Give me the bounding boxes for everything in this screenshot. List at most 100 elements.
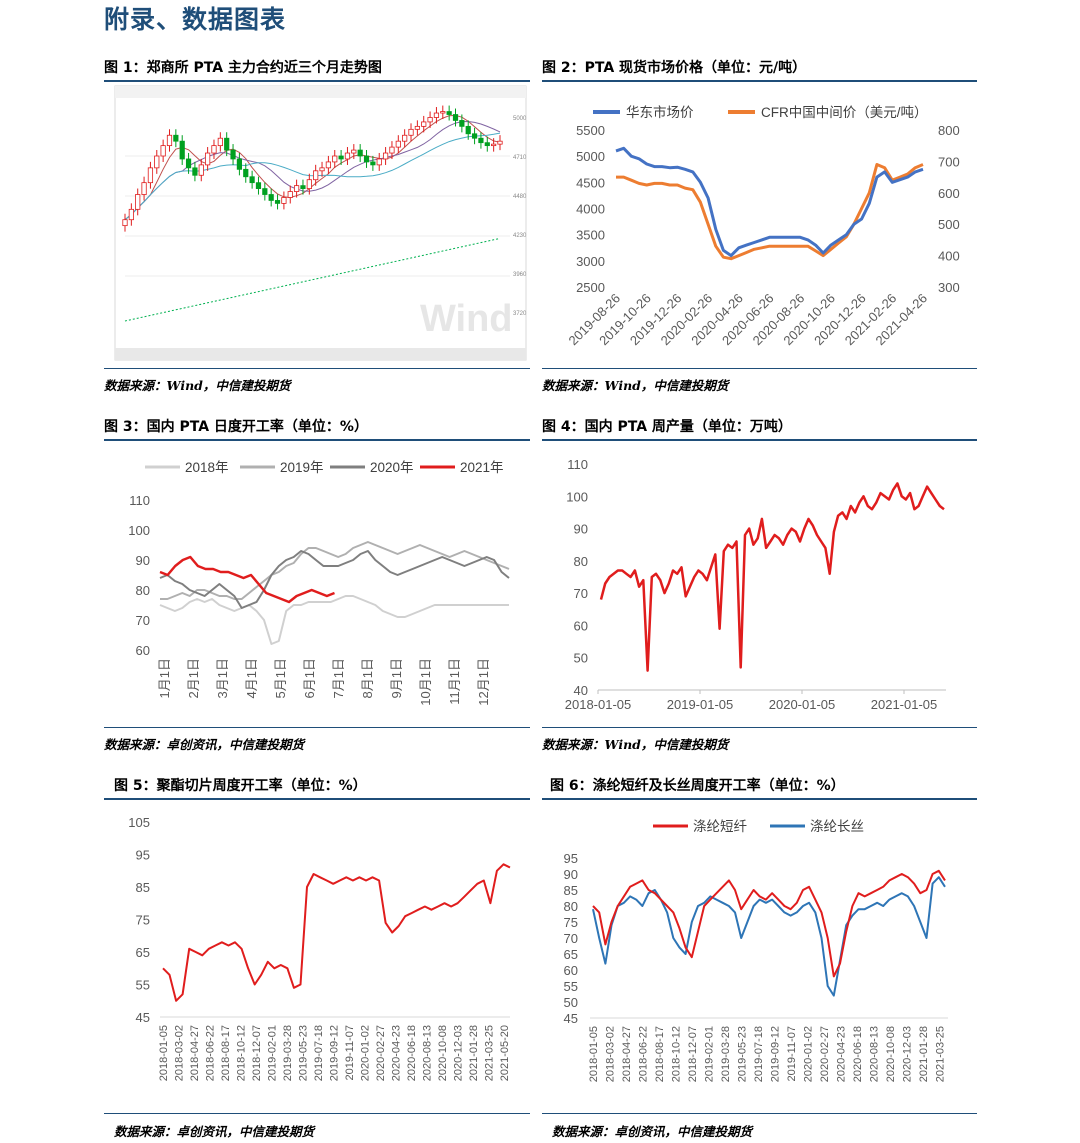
x-tick-label: 2020-01-02	[803, 1026, 815, 1082]
figure-3-title: 图 3：国内 PTA 日度开工率（单位：%）	[104, 419, 368, 435]
candle	[198, 164, 204, 176]
candle	[325, 161, 331, 169]
x-tick-label: 2020-08-13	[869, 1026, 881, 1082]
candle	[313, 170, 319, 181]
y-left-tick-label: 3000	[576, 254, 605, 269]
candle	[497, 140, 503, 145]
price-axis-label: 3960	[513, 272, 527, 278]
figure-6-title: 图 6：涤纶短纤及长丝周度开工率（单位：%）	[550, 778, 845, 794]
figure-3-rule	[104, 439, 530, 441]
x-tick-label: 2021-03-25	[484, 1025, 496, 1081]
y-tick-label: 50	[574, 651, 588, 666]
y-tick-label: 70	[574, 586, 588, 601]
legend-label: 2020年	[370, 460, 414, 475]
x-tick-label: 2018-03-02	[605, 1026, 617, 1082]
series-line	[599, 482, 945, 672]
candle	[408, 128, 414, 136]
candle	[160, 145, 166, 157]
candle	[421, 121, 427, 127]
y-right-tick-label: 800	[938, 123, 960, 138]
figure-2-title: 图 2：PTA 现货市场价格（单位：元/吨）	[542, 60, 807, 76]
candle	[205, 152, 211, 166]
figure-6-source: 数据来源：卓创资讯，中信建投期货	[552, 1124, 753, 1139]
y-tick-label: 110	[567, 457, 588, 472]
y-tick-label: 90	[564, 867, 578, 882]
price-axis-label: 3720	[513, 311, 527, 317]
y-tick-label: 105	[128, 815, 150, 830]
chart-frame	[114, 85, 527, 361]
figure-4-chart: 40 50 60 70 80 90 100 110 2018-01-05 2019-01-05 20…	[565, 457, 946, 712]
candle	[147, 167, 154, 184]
x-tick-label: 2018-08-17	[654, 1026, 666, 1082]
figure-5-bottom-rule	[104, 1113, 530, 1114]
legend-label-filament: 涤纶长丝	[810, 819, 864, 834]
series-line-staple	[592, 869, 946, 978]
y-tick-label: 85	[136, 880, 150, 895]
candle	[135, 194, 141, 210]
candle	[433, 112, 440, 118]
figure-1-bottom-rule	[104, 368, 530, 369]
price-axis-label: 4230	[513, 233, 527, 239]
candle	[185, 158, 192, 169]
candle	[179, 140, 185, 160]
candle	[484, 142, 490, 147]
candle	[249, 176, 255, 184]
legend-label-cfr: CFR中国中间价（美元/吨）	[761, 105, 928, 120]
y-tick-label: 90	[136, 553, 150, 568]
candle	[294, 185, 300, 192]
x-tick-label: 2020-06-18	[406, 1025, 418, 1081]
x-tick-label: 2021-03-25	[935, 1026, 947, 1082]
y-tick-label: 50	[564, 995, 578, 1010]
price-axis-label: 5000	[513, 116, 527, 122]
y-tick-label: 80	[136, 583, 150, 598]
figure-1-title: 图 1：郑商所 PTA 主力合约近三个月走势图	[104, 60, 382, 76]
y-tick-label: 55	[136, 978, 150, 993]
candle	[255, 182, 262, 189]
x-tick-label: 2018-04-27	[621, 1026, 633, 1082]
x-tick-label: 2018-01-05	[588, 1026, 600, 1082]
x-tick-label: 5月1日	[273, 658, 288, 698]
long-moving-average-line	[124, 237, 501, 322]
candle	[395, 140, 401, 148]
x-tick-label: 2019-11-07	[786, 1026, 798, 1081]
y-tick-label: 75	[564, 915, 578, 930]
candle	[332, 155, 338, 163]
y-tick-label: 95	[564, 851, 578, 866]
candle	[344, 152, 351, 160]
figure-3-chart: 60 70 80 90 100 110 1月1日 2月1日 3月1日 4月1日 5月1日 6月1日 7月…	[128, 460, 510, 706]
x-tick-label: 2019-03-28	[282, 1025, 294, 1081]
candle	[338, 155, 344, 160]
legend-label: 2021年	[460, 460, 504, 475]
candle	[211, 145, 217, 154]
y-right-tick-label: 300	[938, 280, 960, 295]
x-tick-label: 2018-08-17	[220, 1025, 232, 1081]
x-tick-label: 2019-05-23	[737, 1026, 749, 1082]
figure-5-source: 数据来源：卓创资讯，中信建投期货	[114, 1124, 315, 1139]
candle	[478, 137, 484, 144]
y-left-tick-label: 5500	[576, 123, 605, 138]
figure-6-rule	[542, 798, 977, 800]
x-tick-label: 6月1日	[302, 658, 317, 698]
legend-label-staple: 涤纶短纤	[693, 819, 747, 834]
figure-6-bottom-rule	[542, 1113, 977, 1114]
series-line-cfr	[616, 163, 924, 261]
figure-4-bottom-rule	[542, 727, 977, 728]
legend-label-east-china: 华东市场价	[626, 104, 694, 120]
legend-label: 2018年	[185, 460, 229, 475]
candle	[274, 200, 281, 204]
figure-4-title: 图 4：国内 PTA 周产量（单位：万吨）	[542, 419, 792, 435]
x-tick-label: 2019-07-18	[753, 1026, 765, 1082]
y-tick-label: 55	[564, 979, 578, 994]
figure-1-source: 数据来源：Wind，中信建投期货	[104, 378, 291, 393]
x-tick-label: 2020-12-03	[902, 1026, 914, 1082]
figure-2-bottom-rule	[542, 368, 977, 369]
y-tick-label: 80	[574, 554, 588, 569]
candle	[243, 168, 249, 178]
x-tick-label: 2018-06-22	[638, 1026, 650, 1082]
series-line	[159, 555, 335, 604]
x-tick-label: 2018-10-12	[671, 1026, 683, 1082]
price-axis-label: 4710	[513, 155, 527, 161]
x-tick-label: 2020-01-02	[360, 1025, 372, 1081]
y-left-tick-label: 3500	[576, 228, 605, 243]
